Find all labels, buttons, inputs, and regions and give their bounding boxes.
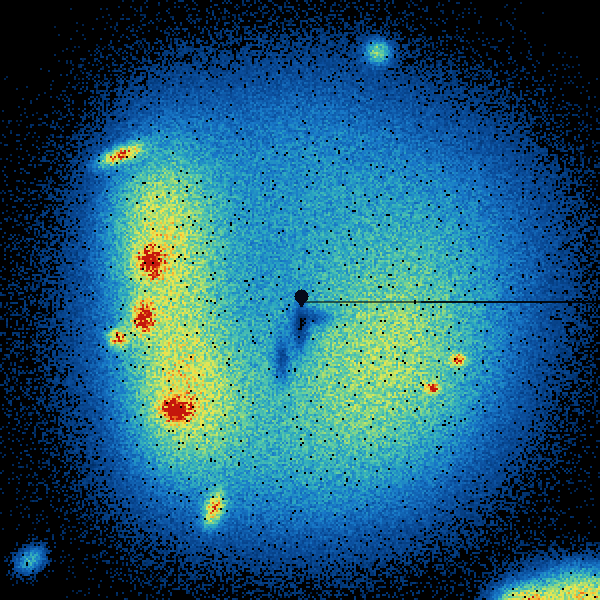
astronomy-figure-root: occulted core detector gap — [0, 0, 600, 600]
false-color-sky-map-canvas — [0, 0, 600, 600]
